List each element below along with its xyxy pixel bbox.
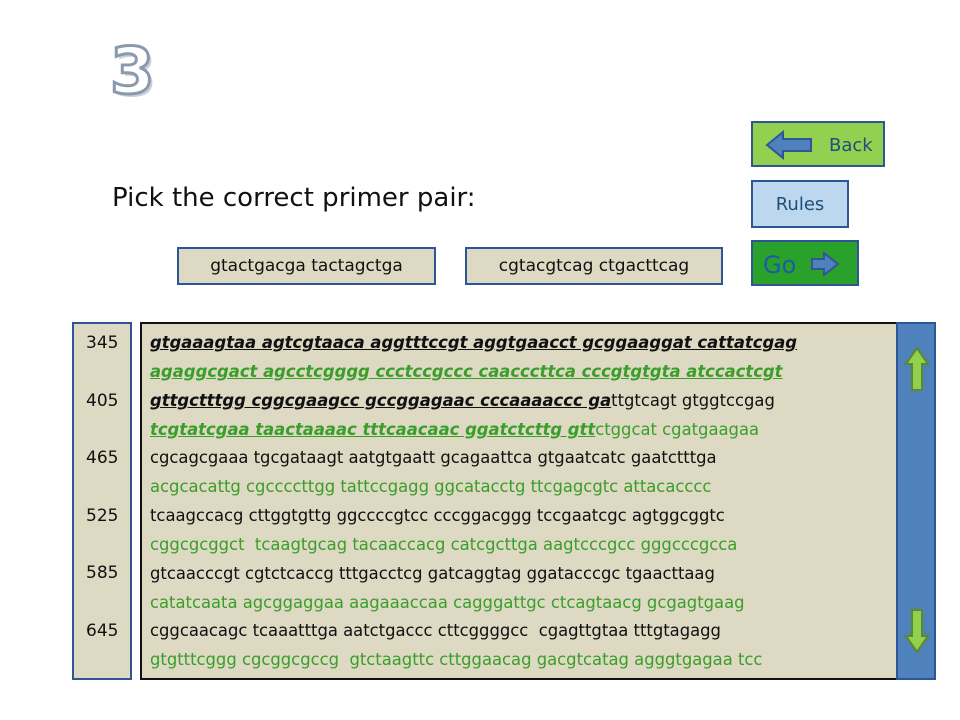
arrow-up-icon[interactable] xyxy=(904,346,930,396)
sequence-line: cgcagcgaaa tgcgataagt aatgtgaatt gcagaat… xyxy=(150,448,717,467)
rules-button[interactable]: Rules xyxy=(751,180,849,228)
sequence-line: gtcaacccgt cgtctcaccg tttgacctcg gatcagg… xyxy=(150,564,715,583)
question-text: Pick the correct primer pair: xyxy=(112,183,476,213)
arrow-down-icon[interactable] xyxy=(904,608,930,658)
sequence-line: catatcaata agcggaggaa aagaaaccaa cagggat… xyxy=(150,593,745,612)
primer-option-1[interactable]: gtactgacga tactagctga xyxy=(177,247,436,285)
sequence-text: ttgtcagt gtggtccgag xyxy=(611,391,775,410)
line-number: 345 xyxy=(86,333,119,353)
sequence-highlight: tcgtatcgaa taactaaaac tttcaacaac ggatctc… xyxy=(150,420,596,439)
line-number: 465 xyxy=(86,448,119,468)
line-number-panel: 345 405 465 525 585 645 xyxy=(72,322,132,680)
slide-number: 3 xyxy=(109,35,157,109)
sequence-line: gttgctttgg cggcgaagcc gccggagaac cccaaaa… xyxy=(150,391,775,410)
line-number: 585 xyxy=(86,563,119,583)
sequence-line: gtgtttcggg cgcggcgccg gtctaagttc cttggaa… xyxy=(150,650,763,669)
sequence-panel: gtgaaagtaa agtcgtaaca aggtttccgt aggtgaa… xyxy=(140,322,898,680)
sequence-line: tcgtatcgaa taactaaaac tttcaacaac ggatctc… xyxy=(150,420,759,439)
sequence-line: cggcaacagc tcaaatttga aatctgaccc cttcggg… xyxy=(150,621,721,640)
sequence-line: agaggcgact agcctcgggg ccctccgccc caaccct… xyxy=(150,362,783,381)
sequence-highlight: gttgctttgg cggcgaagcc gccggagaac cccaaaa… xyxy=(150,391,612,410)
arrow-right-icon xyxy=(810,250,840,282)
sequence-text: ctggcat cgatgaagaa xyxy=(595,420,760,439)
go-button[interactable]: Go xyxy=(751,240,859,286)
sequence-line: tcaagccacg cttggtgttg ggccccgtcc cccggac… xyxy=(150,506,725,525)
sequence-line: gtgaaagtaa agtcgtaaca aggtttccgt aggtgaa… xyxy=(150,333,798,352)
line-number: 645 xyxy=(86,621,119,641)
sequence-line: acgcacattg cgccccttgg tattccgagg ggcatac… xyxy=(150,477,712,496)
scrollbar[interactable] xyxy=(896,322,936,680)
rules-label: Rules xyxy=(775,193,825,215)
arrow-left-icon xyxy=(765,129,815,165)
line-number: 405 xyxy=(86,391,119,411)
sequence-line: cggcgcggct tcaagtgcag tacaaccacg catcgct… xyxy=(150,535,738,554)
back-button[interactable]: Back xyxy=(751,121,885,167)
go-label: Go xyxy=(763,251,797,279)
primer-option-2[interactable]: cgtacgtcag ctgacttcag xyxy=(465,247,723,285)
line-number: 525 xyxy=(86,506,119,526)
back-label: Back xyxy=(829,135,873,156)
